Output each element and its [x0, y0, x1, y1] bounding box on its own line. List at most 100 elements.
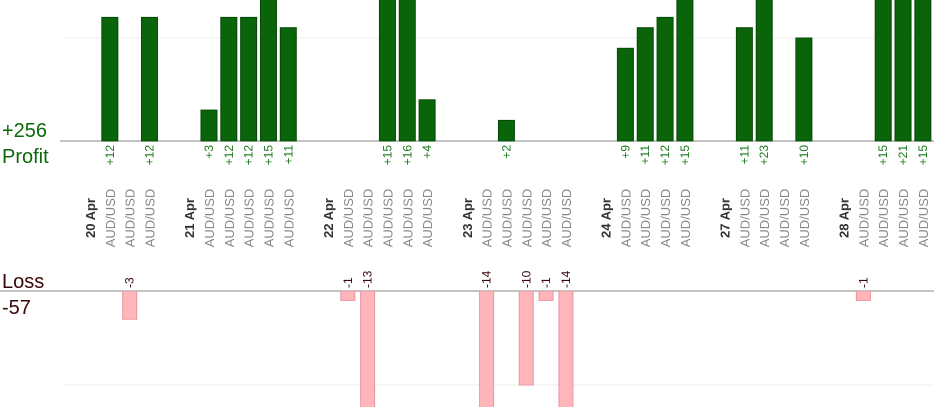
symbol-label: AUD/USD — [916, 189, 931, 248]
symbol-label: AUD/USD — [242, 189, 257, 248]
value-label: +11 — [281, 145, 295, 165]
date-label: 20 Apr — [83, 198, 98, 238]
profit-bar — [497, 119, 515, 142]
symbol-label: AUD/USD — [797, 189, 812, 248]
value-label: +15 — [678, 145, 692, 166]
value-label: -1 — [341, 277, 355, 288]
loss-bar — [360, 291, 376, 407]
loss-bar — [122, 291, 138, 320]
symbol-label: AUD/USD — [361, 189, 376, 248]
profit-bar — [220, 16, 238, 142]
symbol-label: AUD/USD — [480, 189, 495, 248]
value-label: +23 — [757, 145, 771, 166]
date-label: 28 Apr — [837, 198, 852, 238]
value-label: +4 — [420, 145, 434, 159]
symbol-label: AUD/USD — [400, 189, 415, 248]
value-label: +15 — [916, 145, 930, 166]
profit-bar — [735, 27, 753, 142]
symbol-label: AUD/USD — [757, 189, 772, 248]
loss-bar — [538, 291, 554, 301]
symbol-label: AUD/USD — [678, 189, 693, 248]
profit-bar — [140, 16, 158, 142]
value-label: +12 — [103, 145, 117, 166]
value-label: +12 — [142, 145, 156, 166]
date-label: 23 Apr — [460, 198, 475, 238]
date-label: 24 Apr — [599, 198, 614, 238]
profit-bar — [755, 0, 773, 142]
value-label: +11 — [638, 145, 652, 165]
value-label: +12 — [242, 145, 256, 166]
profit-bar — [418, 99, 436, 142]
value-label: -14 — [480, 270, 494, 288]
profit-bar — [259, 0, 277, 142]
value-label: +3 — [202, 145, 216, 159]
value-label: -1 — [539, 277, 553, 288]
loss-bar — [479, 291, 495, 407]
symbol-label: AUD/USD — [876, 189, 891, 248]
symbol-label: AUD/USD — [539, 189, 554, 248]
symbol-label: AUD/USD — [658, 189, 673, 248]
date-label: 22 Apr — [321, 198, 336, 238]
value-label: -1 — [856, 277, 870, 288]
value-label: +21 — [896, 145, 910, 166]
loss-bar — [558, 291, 574, 407]
symbol-label: AUD/USD — [856, 189, 871, 248]
symbol-label: AUD/USD — [261, 189, 276, 248]
value-label: +11 — [737, 145, 751, 165]
profit-bar — [616, 47, 634, 142]
value-label: +15 — [380, 145, 394, 166]
value-label: +10 — [797, 145, 811, 166]
symbol-label: AUD/USD — [202, 189, 217, 248]
value-label: -14 — [559, 270, 573, 288]
profit-bar — [914, 0, 932, 142]
symbol-label: AUD/USD — [420, 189, 435, 248]
symbol-label: AUD/USD — [123, 189, 138, 248]
profit-total: +256 — [2, 120, 47, 142]
profit-bar — [874, 0, 892, 142]
value-label: +2 — [499, 145, 513, 159]
symbol-label: AUD/USD — [499, 189, 514, 248]
symbol-label: AUD/USD — [559, 189, 574, 248]
value-label: +15 — [876, 145, 890, 166]
profit-bar — [101, 16, 119, 142]
profit-bar — [636, 27, 654, 142]
profit-bar — [200, 109, 218, 142]
profit-label: Profit — [2, 146, 49, 168]
profit-bar — [656, 16, 674, 142]
symbol-label: AUD/USD — [341, 189, 356, 248]
symbol-label: AUD/USD — [638, 189, 653, 248]
value-label: -13 — [361, 270, 375, 288]
profit-bar — [279, 27, 297, 142]
profit-bar — [894, 0, 912, 142]
profit-bar — [795, 37, 813, 142]
date-label: 21 Apr — [182, 198, 197, 238]
symbol-label: AUD/USD — [222, 189, 237, 248]
symbol-label: AUD/USD — [103, 189, 118, 248]
symbol-label: AUD/USD — [142, 189, 157, 248]
value-label: +16 — [400, 145, 414, 166]
loss-label: Loss — [2, 271, 44, 293]
loss-total: -57 — [2, 297, 31, 319]
date-label: 27 Apr — [718, 198, 733, 238]
symbol-label: AUD/USD — [380, 189, 395, 248]
value-label: +12 — [222, 145, 236, 166]
profit-bar — [240, 16, 258, 142]
profit-bar — [398, 0, 416, 142]
value-label: -3 — [123, 277, 137, 288]
loss-bar — [340, 291, 356, 301]
loss-bar — [855, 291, 871, 301]
value-label: +15 — [261, 145, 275, 166]
symbol-label: AUD/USD — [519, 189, 534, 248]
symbol-label: AUD/USD — [618, 189, 633, 248]
profit-bar — [378, 0, 396, 142]
symbol-label: AUD/USD — [281, 189, 296, 248]
value-label: +9 — [618, 145, 632, 159]
loss-bar — [518, 291, 534, 386]
value-label: -10 — [519, 270, 533, 288]
symbol-label: AUD/USD — [737, 189, 752, 248]
value-label: +12 — [658, 145, 672, 166]
symbol-label: AUD/USD — [777, 189, 792, 248]
symbol-label: AUD/USD — [896, 189, 911, 248]
profit-bar — [676, 0, 694, 142]
